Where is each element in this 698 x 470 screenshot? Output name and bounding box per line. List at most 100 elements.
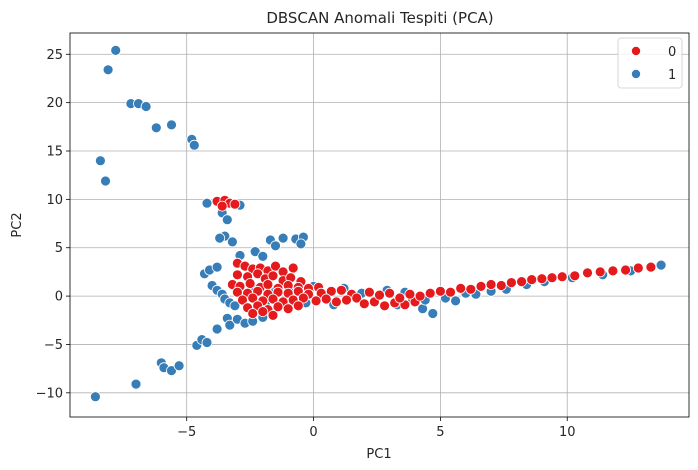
data-point-series-0 (495, 280, 507, 291)
data-point-series-1 (201, 337, 213, 348)
data-point-series-0 (384, 287, 396, 299)
y-tick-label: 25 (46, 48, 63, 63)
x-axis-ticks: −5 0 5 10 (177, 417, 576, 440)
data-point-series-0 (445, 286, 456, 298)
data-point-series-1 (95, 155, 106, 167)
plot-frame (69, 32, 690, 418)
data-point-series-0 (394, 292, 406, 304)
data-point-series-0 (594, 266, 606, 278)
data-point-series-0 (229, 198, 241, 210)
data-point-series-0 (351, 292, 363, 304)
y-axis-label: PC2 (10, 212, 25, 237)
data-point-series-0 (335, 284, 347, 296)
data-point-series-1 (226, 236, 238, 248)
data-point-series-0 (272, 301, 284, 313)
y-tick-label: −5 (44, 338, 63, 353)
data-point-series-0 (620, 264, 631, 276)
data-point-series-1 (201, 197, 213, 209)
data-point-series-0 (645, 261, 657, 273)
x-axis-label: PC1 (366, 447, 391, 462)
data-point-series-1 (166, 119, 177, 131)
data-point-series-0 (252, 268, 264, 280)
data-point-series-1 (249, 246, 261, 258)
data-point-series-0 (282, 303, 294, 315)
y-tick-label: 10 (46, 193, 63, 208)
data-point-series-0 (536, 273, 548, 285)
data-point-series-0 (374, 289, 385, 301)
data-point-series-1 (211, 323, 223, 335)
data-point-series-1 (655, 259, 667, 271)
data-point-series-0 (455, 282, 467, 294)
data-point-series-0 (485, 279, 497, 290)
data-point-series-0 (465, 283, 477, 295)
x-tick-label: 10 (559, 425, 576, 440)
data-point-series-0 (231, 269, 243, 281)
data-point-series-0 (424, 287, 436, 299)
legend-marker-0 (631, 46, 641, 56)
data-point-series-1 (188, 139, 200, 151)
legend-label-1: 1 (668, 68, 676, 83)
data-point-series-0 (341, 294, 352, 306)
data-point-series-0 (607, 265, 619, 277)
data-point-series-0 (247, 292, 259, 304)
y-axis-ticks: −10 −5 0 5 10 15 20 25 (36, 48, 70, 401)
y-tick-label: −10 (36, 386, 63, 401)
data-point-series-0 (267, 309, 279, 321)
data-point-series-0 (247, 308, 259, 319)
data-point-series-0 (358, 298, 370, 310)
data-point-series-0 (216, 200, 228, 212)
data-point-series-1 (100, 175, 111, 187)
x-tick-label: 0 (309, 425, 317, 440)
data-point-series-0 (310, 295, 322, 307)
data-points (90, 45, 667, 403)
data-point-series-1 (130, 378, 142, 390)
data-point-series-0 (267, 293, 279, 305)
data-point-series-0 (267, 270, 279, 282)
y-tick-label: 15 (46, 145, 63, 160)
grid-lines (70, 33, 689, 417)
data-point-series-0 (434, 285, 446, 297)
data-point-series-0 (292, 300, 304, 312)
legend: 01 (617, 37, 683, 89)
data-point-series-0 (257, 306, 269, 318)
data-point-series-0 (526, 274, 538, 286)
chart-title: DBSCAN Anomali Tespiti (PCA) (266, 9, 493, 27)
x-tick-label: −5 (177, 425, 196, 440)
data-point-series-0 (414, 290, 426, 302)
y-tick-label: 5 (55, 241, 63, 256)
data-point-series-1 (110, 45, 122, 56)
data-point-series-1 (221, 214, 233, 226)
data-point-series-1 (270, 240, 281, 252)
data-point-series-1 (229, 300, 241, 312)
data-point-series-1 (150, 122, 162, 134)
data-point-series-1 (450, 295, 462, 307)
data-point-series-0 (516, 276, 527, 288)
data-point-series-0 (237, 294, 248, 306)
data-point-series-0 (244, 278, 256, 289)
data-point-series-1 (257, 250, 269, 262)
data-point-series-0 (582, 267, 593, 279)
data-point-series-1 (140, 101, 152, 112)
data-point-series-0 (556, 271, 568, 283)
legend-marker-1 (631, 69, 641, 79)
data-point-series-0 (475, 280, 487, 292)
data-point-series-1 (214, 232, 226, 244)
data-point-series-1 (295, 238, 307, 250)
data-point-series-0 (363, 286, 375, 298)
data-point-series-0 (379, 300, 391, 312)
data-point-series-0 (297, 292, 309, 304)
data-point-series-0 (632, 262, 644, 274)
data-point-series-0 (262, 279, 274, 290)
data-point-series-0 (569, 270, 581, 282)
y-tick-label: 0 (55, 290, 63, 305)
data-point-series-0 (505, 277, 517, 289)
data-point-series-1 (211, 261, 223, 273)
data-point-series-0 (320, 293, 332, 305)
data-point-series-0 (287, 262, 299, 274)
data-point-series-1 (90, 391, 101, 403)
data-point-series-1 (224, 319, 236, 331)
legend-label-0: 0 (668, 45, 676, 60)
y-tick-label: 20 (46, 96, 63, 111)
data-point-series-1 (427, 308, 439, 319)
data-point-series-1 (173, 360, 185, 372)
